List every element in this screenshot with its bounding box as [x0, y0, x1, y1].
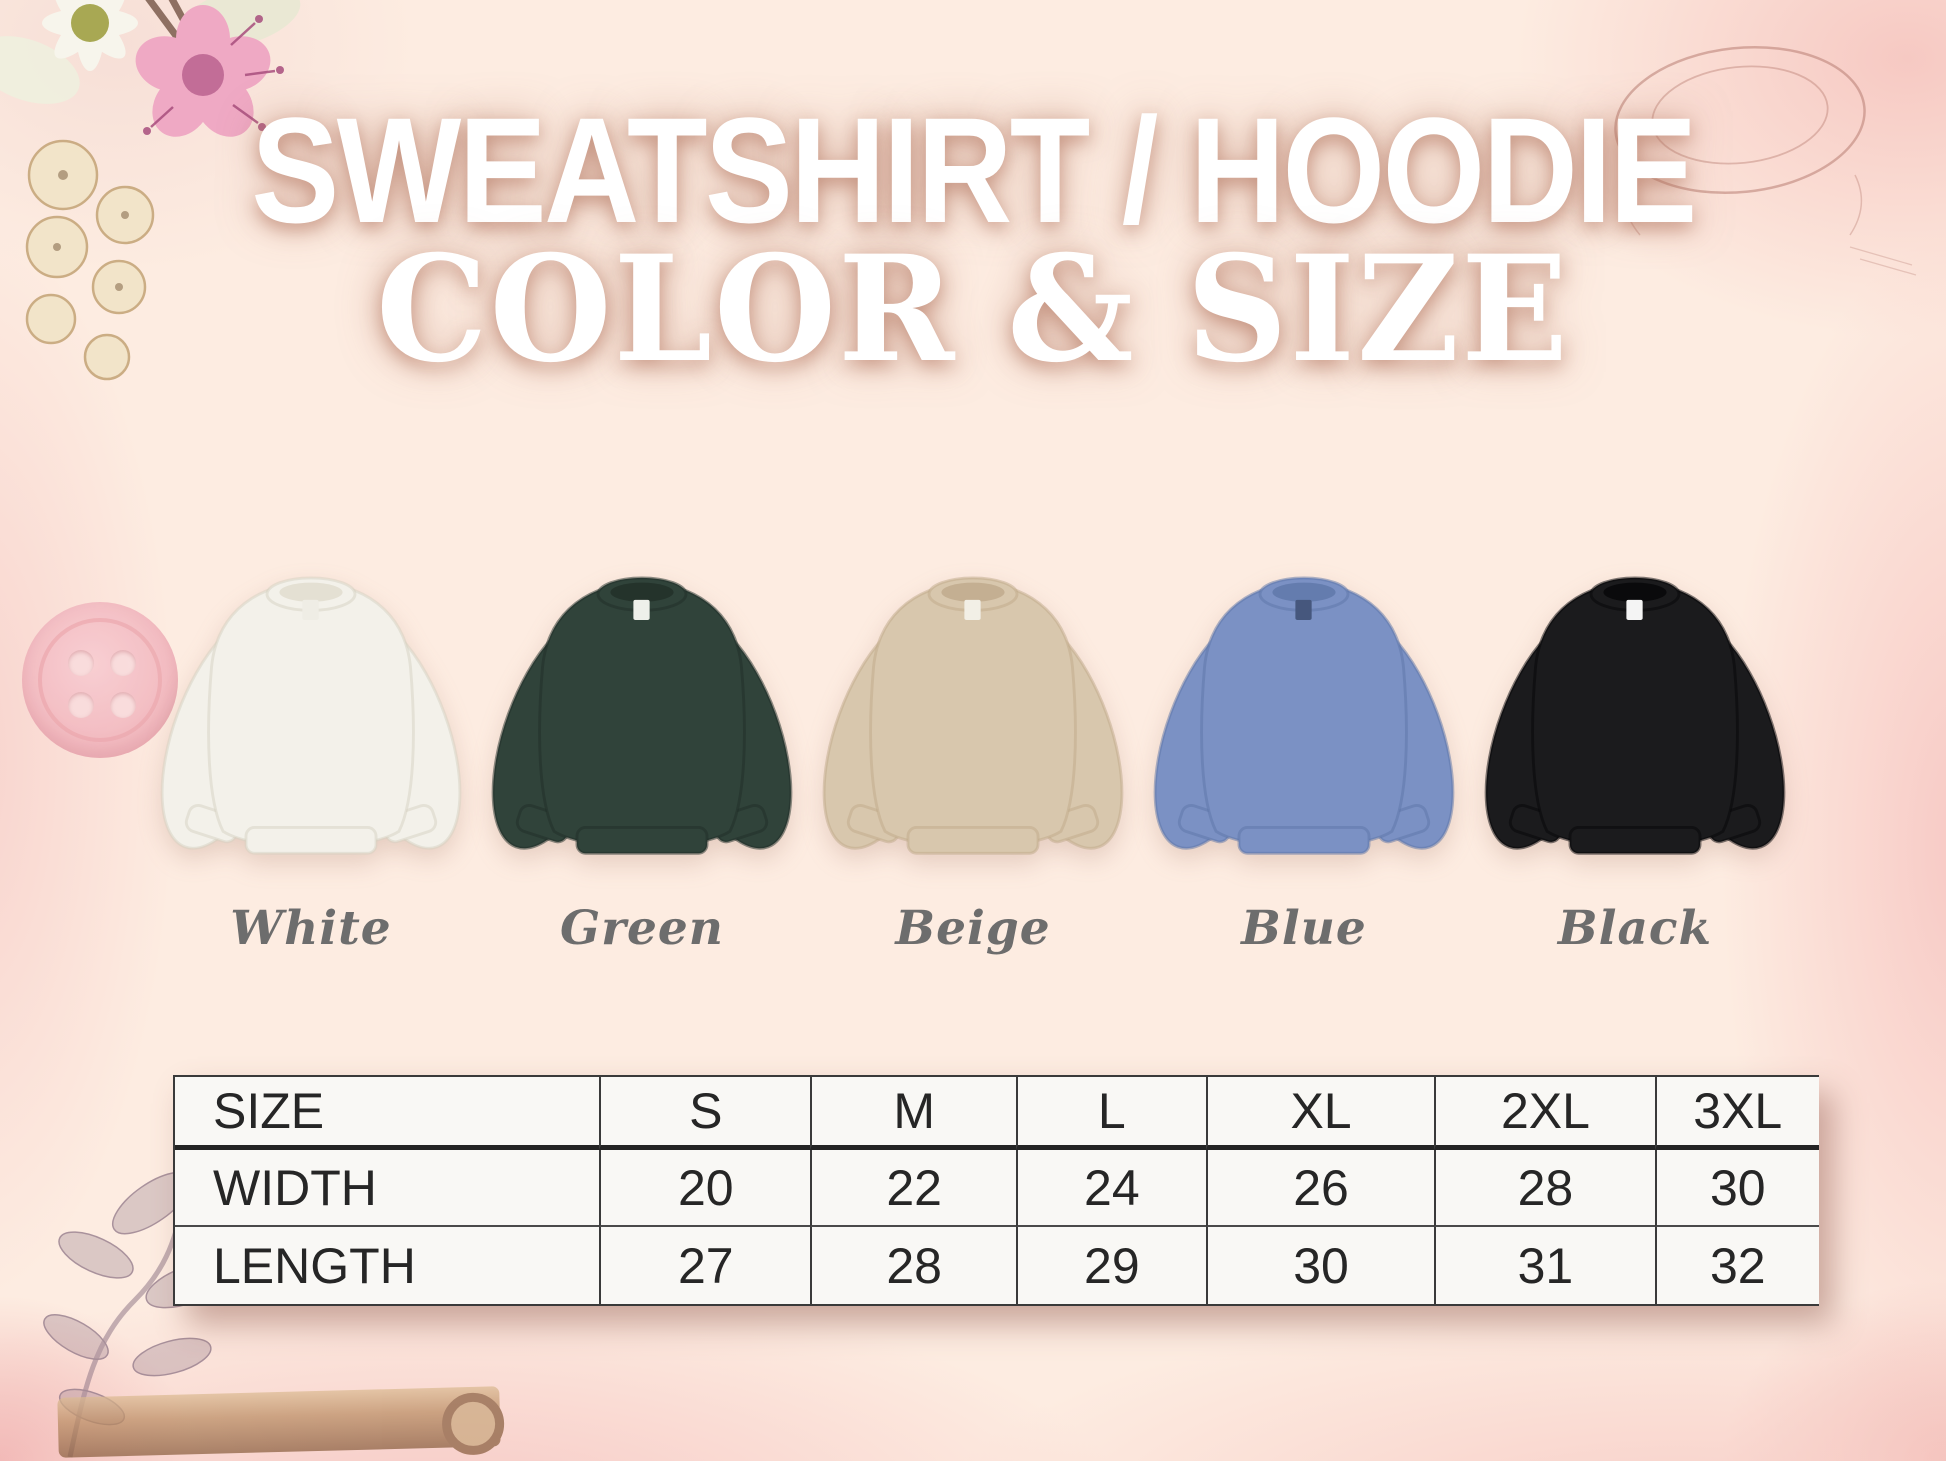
page-title: SWEATSHIRT / HOODIE COLOR & SIZE	[0, 92, 1946, 386]
size-header-cell: 2XL	[1434, 1077, 1655, 1150]
sweatshirt-image	[1153, 576, 1455, 855]
color-label: Black	[1557, 901, 1713, 956]
sweatshirt-image	[491, 576, 793, 855]
size-value-cell: 29	[1015, 1227, 1206, 1304]
size-value-cell: 22	[810, 1150, 1016, 1227]
button-decoration	[22, 602, 178, 758]
title-line1: SWEATSHIRT / HOODIE	[251, 86, 1697, 254]
size-value-cell: 31	[1434, 1227, 1654, 1304]
size-value-cell: 27	[599, 1227, 810, 1304]
size-row-label: LENGTH	[213, 1237, 416, 1294]
title-line2: COLOR & SIZE	[376, 224, 1570, 395]
color-label: Green	[560, 901, 724, 956]
size-header-cell: L	[1015, 1077, 1206, 1150]
size-value-cell: 24	[1015, 1150, 1206, 1227]
daisy-flower	[42, 0, 138, 71]
sweatshirt-black: Black	[1482, 550, 1788, 956]
sweatshirt-beige: Beige	[820, 550, 1126, 956]
color-label: Beige	[895, 901, 1051, 956]
size-value-cell: 28	[810, 1227, 1016, 1304]
size-header-cell: SIZE	[175, 1077, 600, 1150]
color-label: White	[230, 901, 392, 956]
products-row: White Green Beige	[158, 550, 1788, 956]
size-value-cell: 30	[1205, 1227, 1435, 1304]
sweatshirt-blue: Blue	[1151, 550, 1457, 956]
sweatshirt-white: White	[158, 550, 464, 956]
size-chart-table: SIZE S M L XL 2XL 3XL WIDTH 20 22 24 26 28 30 LENGTH 27…	[173, 1075, 1819, 1306]
size-value-cell: 26	[1205, 1150, 1435, 1227]
size-header-cell: XL	[1205, 1077, 1435, 1150]
size-header-cell: 3XL	[1654, 1077, 1819, 1150]
size-value-cell: 32	[1654, 1227, 1819, 1304]
sweatshirt-image	[1484, 576, 1786, 855]
size-header-cell: S	[599, 1077, 811, 1150]
wooden-stick-decoration	[57, 1386, 501, 1458]
color-label: Blue	[1241, 901, 1367, 956]
size-value-cell: 30	[1654, 1150, 1819, 1227]
sweatshirt-image	[160, 576, 462, 855]
size-value-cell: 20	[599, 1150, 811, 1227]
size-header-cell: M	[810, 1077, 1016, 1150]
sweatshirt-image	[822, 576, 1124, 855]
size-row-label: WIDTH	[175, 1150, 600, 1227]
size-value-cell: 28	[1434, 1150, 1655, 1227]
sweatshirt-green: Green	[489, 550, 795, 956]
